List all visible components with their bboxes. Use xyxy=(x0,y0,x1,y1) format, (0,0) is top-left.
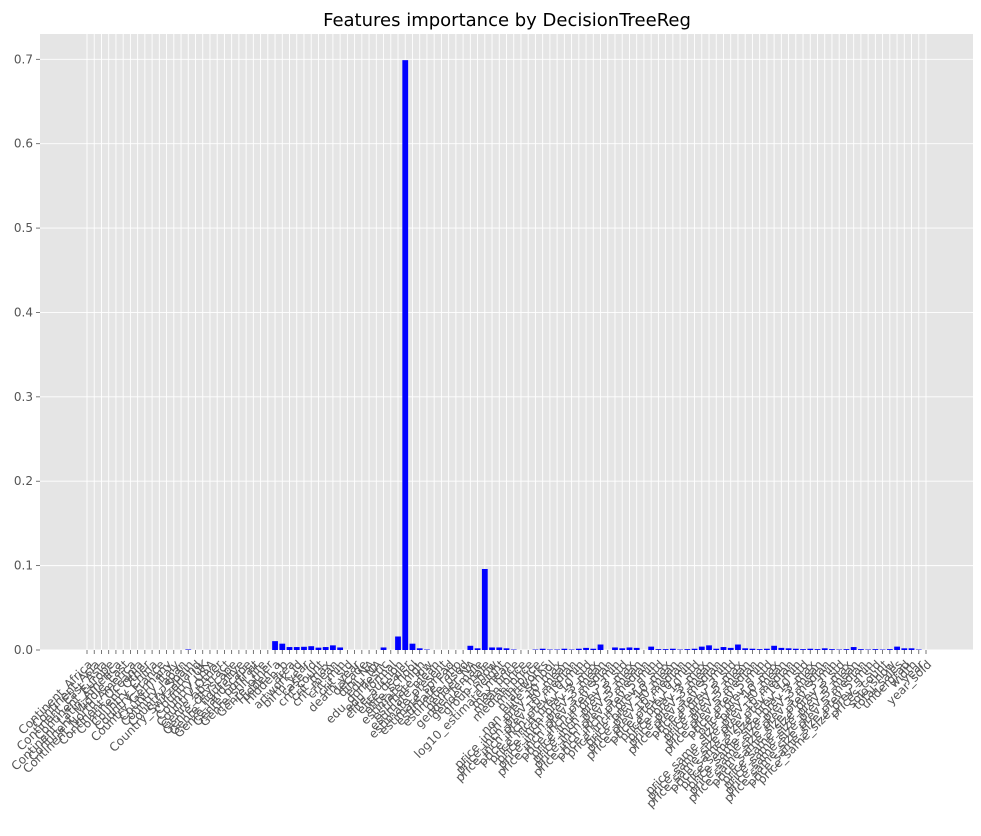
y-axis: 0.0 0.1 0.2 0.3 0.4 0.5 0.6 0.7 xyxy=(14,52,40,657)
bar xyxy=(402,60,409,650)
bar xyxy=(185,649,192,650)
bar xyxy=(301,646,307,650)
bar xyxy=(648,646,655,650)
bar xyxy=(843,649,850,650)
bar xyxy=(286,647,293,650)
bar xyxy=(713,648,720,650)
bar xyxy=(395,636,401,650)
bar xyxy=(742,648,749,650)
bar xyxy=(481,568,488,650)
bar xyxy=(380,647,387,650)
bar xyxy=(901,648,908,650)
y-tick-label: 0.2 xyxy=(14,474,33,488)
y-tick-label: 0.0 xyxy=(14,643,33,657)
bar xyxy=(315,647,322,650)
bar xyxy=(272,641,278,650)
bar xyxy=(821,648,828,650)
bar xyxy=(720,647,727,650)
bar xyxy=(756,649,763,650)
y-tick-label: 0.5 xyxy=(14,221,33,235)
chart-title: Features importance by DecisionTreeReg xyxy=(323,10,691,31)
bar xyxy=(814,649,821,650)
bar xyxy=(583,647,589,650)
bar xyxy=(322,647,329,650)
bar xyxy=(691,648,698,650)
bar xyxy=(684,649,691,650)
y-tick-label: 0.4 xyxy=(14,305,33,319)
bar xyxy=(279,643,286,650)
bar xyxy=(778,647,785,650)
bar xyxy=(590,648,597,650)
bar xyxy=(727,647,734,650)
bar xyxy=(886,649,893,650)
y-tick-label: 0.1 xyxy=(14,559,33,573)
bar xyxy=(409,643,416,650)
bars xyxy=(185,60,922,650)
bar xyxy=(293,647,300,650)
bar xyxy=(496,647,503,650)
bar xyxy=(467,645,474,650)
gridlines xyxy=(40,34,973,651)
x-axis: Continent_AfricaContinent_AsiaContinent_… xyxy=(8,650,934,811)
bar xyxy=(706,645,712,650)
bar xyxy=(894,646,900,650)
bar xyxy=(416,648,423,650)
bar xyxy=(503,648,510,650)
bar xyxy=(763,648,770,650)
bar xyxy=(669,648,676,650)
bar xyxy=(800,649,806,650)
bar xyxy=(792,648,799,650)
y-tick-label: 0.6 xyxy=(14,137,33,151)
bar xyxy=(561,648,568,650)
bar xyxy=(749,648,756,650)
bar xyxy=(619,648,626,650)
y-tick-label: 0.3 xyxy=(14,390,33,404)
bar xyxy=(872,649,879,650)
bar xyxy=(908,648,915,650)
y-tick-label: 0.7 xyxy=(14,52,33,66)
bar xyxy=(575,648,582,650)
bar xyxy=(597,644,604,650)
bar xyxy=(850,647,857,650)
bar xyxy=(489,647,495,650)
bar xyxy=(626,647,633,650)
bar xyxy=(785,648,792,650)
bar xyxy=(474,648,481,650)
bar xyxy=(539,648,546,650)
bar xyxy=(337,647,344,650)
bar xyxy=(662,649,669,650)
bar xyxy=(308,646,315,650)
bar xyxy=(858,649,864,650)
bar xyxy=(807,648,814,650)
bar xyxy=(633,647,640,650)
bar xyxy=(698,646,705,650)
bar xyxy=(771,645,778,650)
bar xyxy=(612,647,618,650)
bar xyxy=(655,649,662,650)
bar xyxy=(735,644,741,650)
bar xyxy=(829,649,835,650)
bar xyxy=(330,645,336,650)
